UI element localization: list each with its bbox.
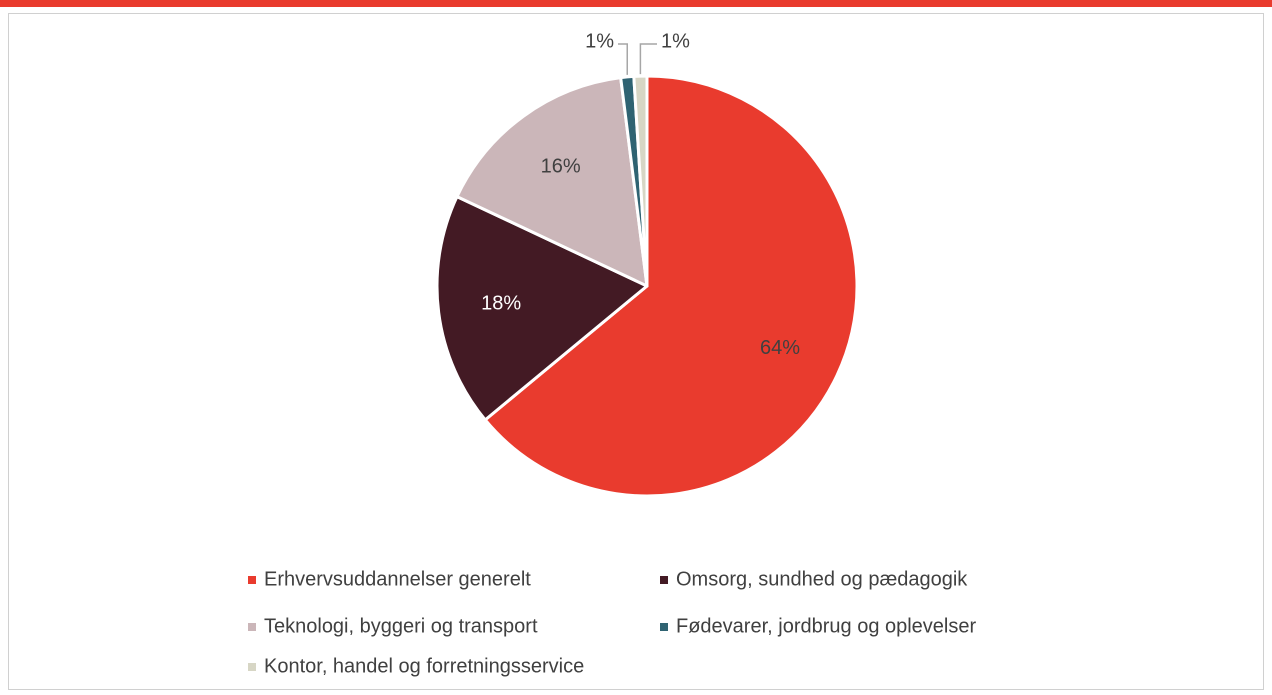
pie-slice [483, 74, 859, 498]
legend-label: Omsorg, sundhed og pædagogik [676, 568, 968, 590]
data-label: 1% [585, 30, 614, 52]
legend-label: Fødevarer, jordbrug og oplevelser [676, 615, 976, 637]
data-label: 16% [541, 155, 581, 177]
legend-swatch [248, 623, 256, 631]
legend-swatch [660, 576, 668, 584]
leader-line [639, 43, 657, 75]
leader-line [618, 43, 628, 75]
legend-label: Kontor, handel og forretningsservice [264, 655, 584, 677]
data-label: 18% [481, 293, 521, 315]
top-bar [0, 0, 1272, 7]
legend-label: Erhvervsuddannelser generelt [264, 568, 531, 590]
pie-slice [455, 76, 649, 288]
legend-swatch [248, 576, 256, 584]
pie-slice [632, 74, 649, 288]
data-label: 1% [661, 30, 690, 52]
legend-swatch [248, 663, 256, 671]
legend-label: Teknologi, byggeri og transport [264, 615, 538, 637]
pie-slice [435, 195, 649, 422]
legend-swatch [660, 623, 668, 631]
chart-frame [8, 13, 1264, 690]
data-label: 64% [760, 337, 800, 359]
